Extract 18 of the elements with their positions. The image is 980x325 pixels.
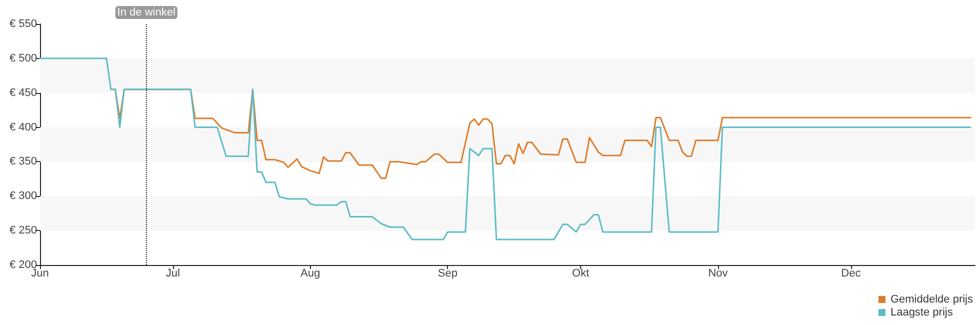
x-tick-label: Jul xyxy=(166,268,180,280)
legend-label: Laagste prijs xyxy=(890,306,954,318)
line-series xyxy=(39,58,972,240)
x-tick-label: Jun xyxy=(31,268,49,280)
y-tick-label: € 400 xyxy=(9,121,37,134)
x-tick-label: Aug xyxy=(300,268,320,280)
x-tick-label: Nov xyxy=(708,268,728,280)
y-tick-label: € 250 xyxy=(9,224,37,237)
y-tick-label: € 300 xyxy=(9,190,37,202)
x-tick-label: Okt xyxy=(572,268,590,280)
x-tick-label: Sep xyxy=(438,268,458,280)
x-tick-label: Dec xyxy=(841,268,862,280)
y-tick-label: € 350 xyxy=(9,156,37,168)
y-tick-label: € 500 xyxy=(9,52,37,64)
y-tick-label: € 550 xyxy=(9,18,37,30)
ref-line-label: In de winkel xyxy=(117,6,176,18)
legend-label: Gemiddelde prijs xyxy=(890,294,974,306)
y-tick-label: € 450 xyxy=(9,86,37,99)
